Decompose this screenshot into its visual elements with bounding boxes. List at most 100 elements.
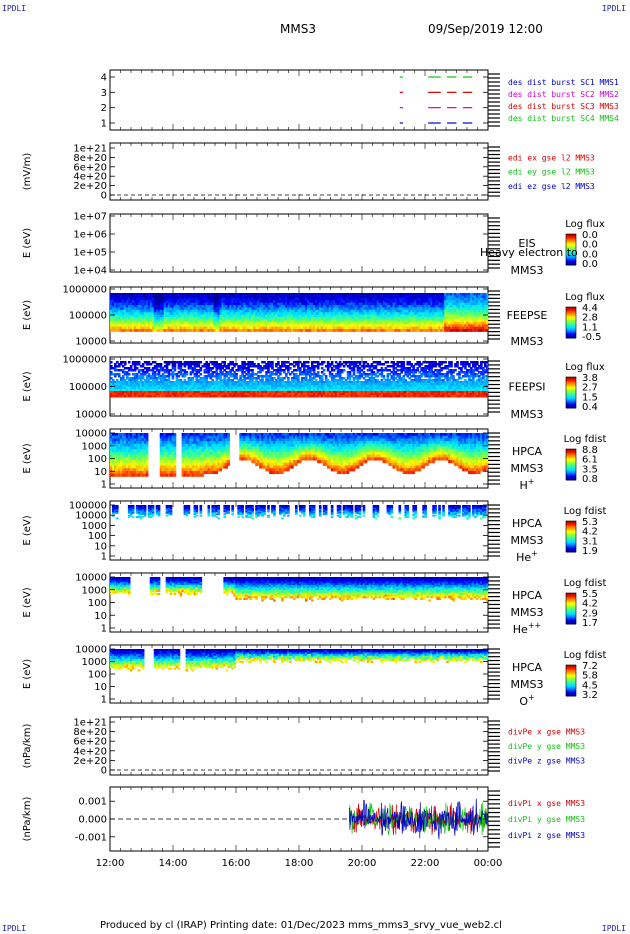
spectrogram-cell — [225, 307, 228, 311]
spectrogram-cell — [277, 300, 280, 304]
spectrogram-cell — [279, 300, 282, 304]
spectrogram-cell — [388, 329, 392, 332]
spectrogram-cell — [338, 317, 342, 320]
spectrogram-cell — [476, 297, 479, 301]
spectrogram-cell — [167, 373, 171, 376]
spectrogram-cell — [378, 319, 382, 323]
spectrogram-cell — [245, 297, 248, 301]
spectrogram-cell — [201, 326, 205, 330]
spectrogram-cell — [438, 324, 441, 328]
spectrogram-cell — [221, 324, 224, 328]
spectrogram-cell — [197, 369, 201, 372]
spectrogram-cell — [227, 321, 230, 325]
spectrogram-cell — [330, 317, 334, 320]
spectrogram-cell — [135, 379, 139, 382]
spectrogram-cell — [163, 393, 167, 396]
spectrogram-cell — [239, 309, 242, 313]
spectrogram-cell — [368, 326, 372, 330]
spectrogram-cell — [131, 319, 135, 323]
spectrogram-cell — [332, 300, 336, 304]
spectrogram-cell — [145, 326, 149, 330]
spectrogram-cell — [295, 381, 298, 384]
spectrogram-cell — [366, 302, 370, 306]
spectrogram-cell — [159, 307, 163, 311]
spectrogram-cell — [289, 317, 292, 320]
spectrogram-cell — [396, 300, 400, 304]
spectrogram-cell — [372, 312, 376, 316]
spectrogram-cell — [340, 297, 344, 301]
spectrogram-cell — [334, 317, 338, 320]
spectrogram-cell — [287, 305, 290, 308]
spectrogram-cell — [271, 383, 274, 386]
spectrogram-cell — [237, 312, 240, 316]
spectrogram-cell — [470, 329, 473, 332]
spectrogram-cell — [215, 379, 219, 382]
spectrogram-cell — [275, 329, 278, 332]
spectrogram-cell — [169, 317, 173, 320]
spectrogram-cell — [215, 395, 219, 398]
spectrogram-cell — [310, 312, 314, 316]
spectrogram-cell — [211, 302, 215, 306]
spectrogram-cell — [137, 317, 141, 320]
spectrogram-cell — [470, 317, 473, 320]
spectrogram-cell — [352, 329, 356, 332]
spectrogram-cell — [338, 307, 342, 311]
spectrogram-cell — [259, 329, 262, 332]
spectrogram-cell — [388, 312, 392, 316]
spectrogram-cell — [336, 295, 340, 299]
spectrogram-cell — [420, 312, 423, 316]
spectrogram-cell — [289, 309, 292, 313]
spectrogram-cell — [482, 302, 485, 306]
spectrogram-cell — [354, 300, 358, 304]
spectrogram-cell — [416, 302, 419, 306]
spectrogram-cell — [442, 317, 445, 320]
spectrogram-cell — [281, 393, 284, 396]
spectrogram-cell — [203, 302, 207, 306]
spectrogram-cell — [185, 363, 189, 366]
spectrogram-cell — [133, 361, 137, 364]
spectrogram-cell — [263, 385, 266, 388]
spectrogram-cell — [275, 383, 278, 386]
spectrogram-cell — [334, 293, 338, 296]
spectrogram-cell — [265, 329, 268, 332]
spectrogram-cell — [235, 305, 238, 308]
spectrogram-cell — [340, 293, 344, 296]
spectrogram-cell — [231, 324, 234, 328]
spectrogram-cell — [267, 375, 270, 378]
spectrogram-cell — [265, 389, 268, 392]
spectrogram-cell — [259, 375, 262, 378]
spectrogram-cell — [396, 309, 400, 313]
spectrogram-cell — [348, 302, 352, 306]
spectrogram-cell — [161, 377, 165, 380]
spectrogram-cell — [133, 375, 137, 378]
spectrogram-cell — [277, 385, 280, 388]
spectrogram-cell — [251, 361, 254, 364]
y-tick-label: 8e+20 — [73, 153, 107, 164]
spectrogram-cell — [249, 373, 252, 376]
spectrogram-cell — [464, 312, 467, 316]
spectrogram-cell — [135, 307, 139, 311]
spectrogram-cell — [117, 293, 121, 296]
spectrogram-cell — [239, 379, 242, 382]
spectrogram-cell — [141, 391, 145, 394]
spectrogram-cell — [344, 329, 348, 332]
spectrogram-cell — [486, 309, 489, 313]
spectrogram-cell — [368, 293, 372, 296]
spectrogram-cell — [472, 321, 475, 325]
spectrogram-cell — [245, 381, 248, 384]
spectrogram-cell — [281, 387, 284, 390]
spectrogram-cell — [434, 293, 437, 296]
spectrogram-cell — [287, 369, 290, 372]
spectrogram-cell — [424, 312, 427, 316]
spectrogram-cell — [185, 361, 189, 364]
spectrogram-cell — [358, 307, 362, 311]
spectrogram-cell — [271, 393, 274, 396]
spectrogram-cell — [207, 314, 211, 318]
spectrogram-cell — [416, 324, 419, 328]
spectrogram-cell — [209, 373, 213, 376]
spectrogram-cell — [462, 309, 465, 313]
spectrogram-cell — [304, 326, 308, 330]
spectrogram-cell — [322, 321, 326, 325]
spectrogram-cell — [191, 302, 195, 306]
spectrogram-cell — [205, 302, 209, 306]
